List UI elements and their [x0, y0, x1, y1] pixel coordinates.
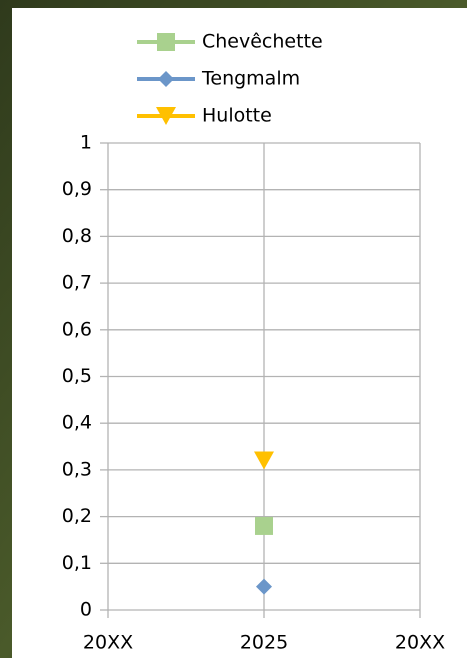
- y-tick-label: 0,9: [62, 178, 92, 200]
- y-tick-label: 0,1: [62, 552, 92, 574]
- y-tick-label: 0,3: [62, 458, 92, 480]
- chart-panel: [12, 8, 467, 658]
- y-tick-label: 0,8: [62, 225, 92, 247]
- y-tick-label: 0,4: [62, 412, 92, 434]
- marker: [256, 578, 272, 595]
- legend-marker: [156, 107, 176, 125]
- y-tick-label: 0,2: [62, 505, 92, 527]
- x-tick-label: 20XX: [83, 632, 133, 654]
- y-tick-label: 1: [80, 132, 92, 154]
- marker: [254, 451, 274, 470]
- legend-label: Tengmalm: [201, 68, 300, 90]
- legend-marker: [157, 33, 175, 51]
- y-tick-label: 0,5: [62, 365, 92, 387]
- x-tick-label: 20XX: [395, 632, 445, 654]
- legend-label: Hulotte: [202, 105, 272, 127]
- legend-label: Chevêchette: [202, 31, 323, 53]
- x-tick-label: 2025: [240, 632, 288, 654]
- marker: [255, 516, 273, 535]
- y-tick-label: 0,7: [62, 272, 92, 294]
- legend-marker: [158, 71, 174, 87]
- y-tick-label: 0,6: [62, 318, 92, 340]
- y-tick-label: 0: [80, 599, 92, 621]
